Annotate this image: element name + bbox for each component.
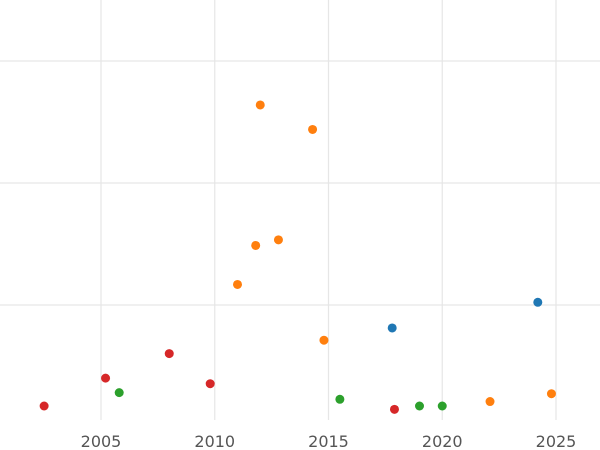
data-point-series3-3 (415, 401, 424, 411)
x-tick-label-2015: 2015 (308, 432, 349, 450)
data-point-series2-3 (273, 235, 283, 245)
data-point-series2-5 (233, 279, 242, 289)
x-tick-label-2020: 2020 (422, 432, 463, 450)
data-point-series3-1 (114, 388, 124, 398)
data-point-series4-4 (205, 379, 215, 389)
data-point-series4-5 (389, 404, 399, 414)
tick-labels-layer: 2005 2010 2015 2020 2025 (81, 432, 577, 450)
data-point-series3-2 (335, 394, 345, 404)
points-layer (39, 100, 556, 414)
data-point-series2-1 (255, 100, 265, 110)
x-tick-label-2010: 2010 (194, 432, 235, 450)
data-point-series4-1 (39, 401, 49, 411)
data-point-series1-2 (533, 297, 543, 307)
data-point-series4-3 (164, 349, 174, 359)
data-point-series3-4 (437, 401, 447, 411)
data-point-series2-7 (485, 397, 495, 407)
grid-layer (0, 0, 600, 420)
data-point-series2-6 (319, 335, 329, 345)
data-point-series4-2 (101, 373, 111, 383)
data-point-series2-4 (251, 240, 261, 250)
data-point-series2-8 (546, 389, 556, 399)
data-point-series2-2 (308, 124, 318, 134)
x-tick-label-2005: 2005 (81, 432, 122, 450)
x-tick-label-2025: 2025 (536, 432, 577, 450)
data-point-series1-1 (387, 323, 397, 333)
